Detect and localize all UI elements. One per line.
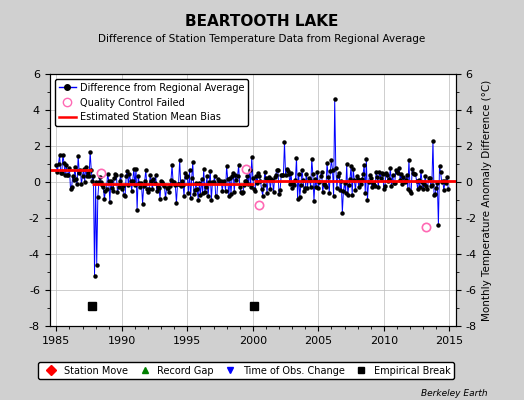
Text: BEARTOOTH LAKE: BEARTOOTH LAKE [185, 14, 339, 29]
Text: Berkeley Earth: Berkeley Earth [421, 389, 487, 398]
Y-axis label: Monthly Temperature Anomaly Difference (°C): Monthly Temperature Anomaly Difference (… [482, 79, 492, 321]
Legend: Difference from Regional Average, Quality Control Failed, Estimated Station Mean: Difference from Regional Average, Qualit… [54, 79, 248, 126]
Text: Difference of Station Temperature Data from Regional Average: Difference of Station Temperature Data f… [99, 34, 425, 44]
Legend: Station Move, Record Gap, Time of Obs. Change, Empirical Break: Station Move, Record Gap, Time of Obs. C… [38, 362, 454, 379]
